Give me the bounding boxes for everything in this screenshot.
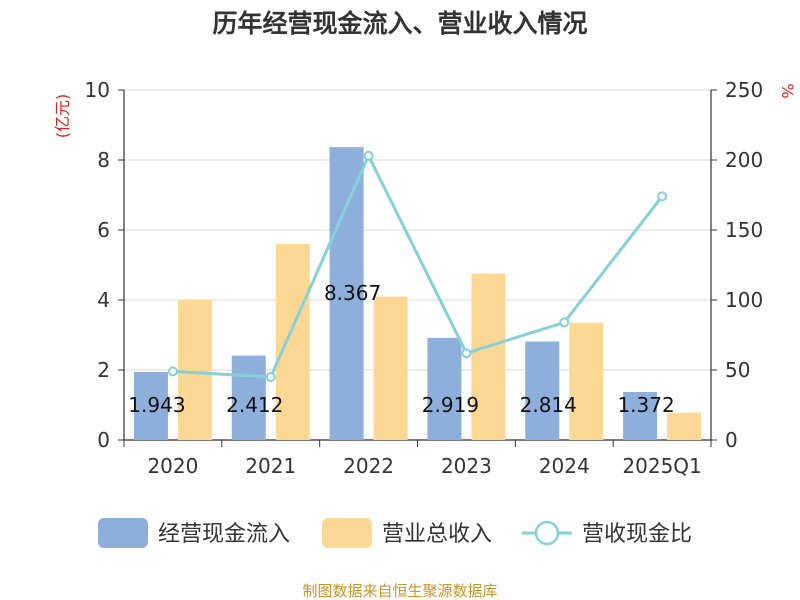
legend-label-cash-inflow: 经营现金流入 [158,522,290,547]
x-tick-label: 2021 [245,454,296,478]
right-tick-label: 50 [725,358,750,382]
right-tick-label: 250 [725,78,763,102]
x-tick-label: 2023 [441,454,492,478]
legend-label-revenue: 营业总收入 [382,522,492,547]
left-tick-label: 10 [85,78,110,102]
x-tick-label: 2022 [343,454,394,478]
legend-swatch-cash-inflow [98,518,148,548]
gridlines [124,89,711,371]
source-note: 制图数据来自恒生聚源数据库 [302,582,497,600]
right-tick-label: 100 [725,288,763,312]
right-axis-unit: % [778,83,797,98]
left-tick-label: 2 [97,358,110,382]
legend: 经营现金流入 营业总收入 营收现金比 [98,518,692,548]
legend-label-ratio: 营收现金比 [582,522,692,547]
data-label: 1.943 [128,393,185,417]
cash-inflow-bar [133,371,168,440]
bars [133,147,702,440]
x-tick-label: 2024 [539,454,590,478]
left-tick-label: 8 [97,148,110,172]
ratio-point [167,366,178,377]
data-label: 8.367 [324,281,381,305]
ratio-point [265,372,276,382]
ratio-line [167,150,668,382]
data-label: 2.814 [520,393,577,417]
left-tick-label: 6 [97,218,110,242]
cash-inflow-bar [427,337,462,440]
revenue-bar [569,322,604,440]
revenue-bar [275,244,310,440]
left-tick-label: 0 [97,428,110,452]
data-labels: 1.943 2.412 8.367 2.919 2.814 1.372 [128,281,674,417]
right-tick-label: 0 [725,428,738,452]
legend-swatch-ratio-marker [534,520,560,546]
ratio-point [657,191,668,202]
cash-inflow-bar [623,391,658,440]
left-tick-label: 4 [97,288,110,312]
revenue-bar [471,273,506,440]
right-tick-label: 200 [725,148,763,172]
cash-inflow-bar [231,355,266,440]
x-tick-label: 2025Q1 [622,454,701,478]
ratio-line-path [172,152,664,379]
ratio-point [461,348,472,359]
right-tick-label: 150 [725,218,763,242]
ratio-point [363,150,374,161]
ratio-point [559,317,570,328]
cash-inflow-bar [329,147,364,440]
revenue-bar [667,412,702,440]
data-label: 2.919 [422,393,479,417]
revenue-bar [373,296,408,440]
left-axis-unit: (亿元) [53,94,72,139]
revenue-bar [177,300,212,440]
data-label: 1.372 [617,393,674,417]
legend-swatch-revenue [322,518,372,548]
data-label: 2.412 [226,393,283,417]
x-tick-label: 2020 [147,454,198,478]
chart-title: 历年经营现金流入、营业收入情况 [212,9,587,38]
cash-inflow-bar [525,341,560,440]
